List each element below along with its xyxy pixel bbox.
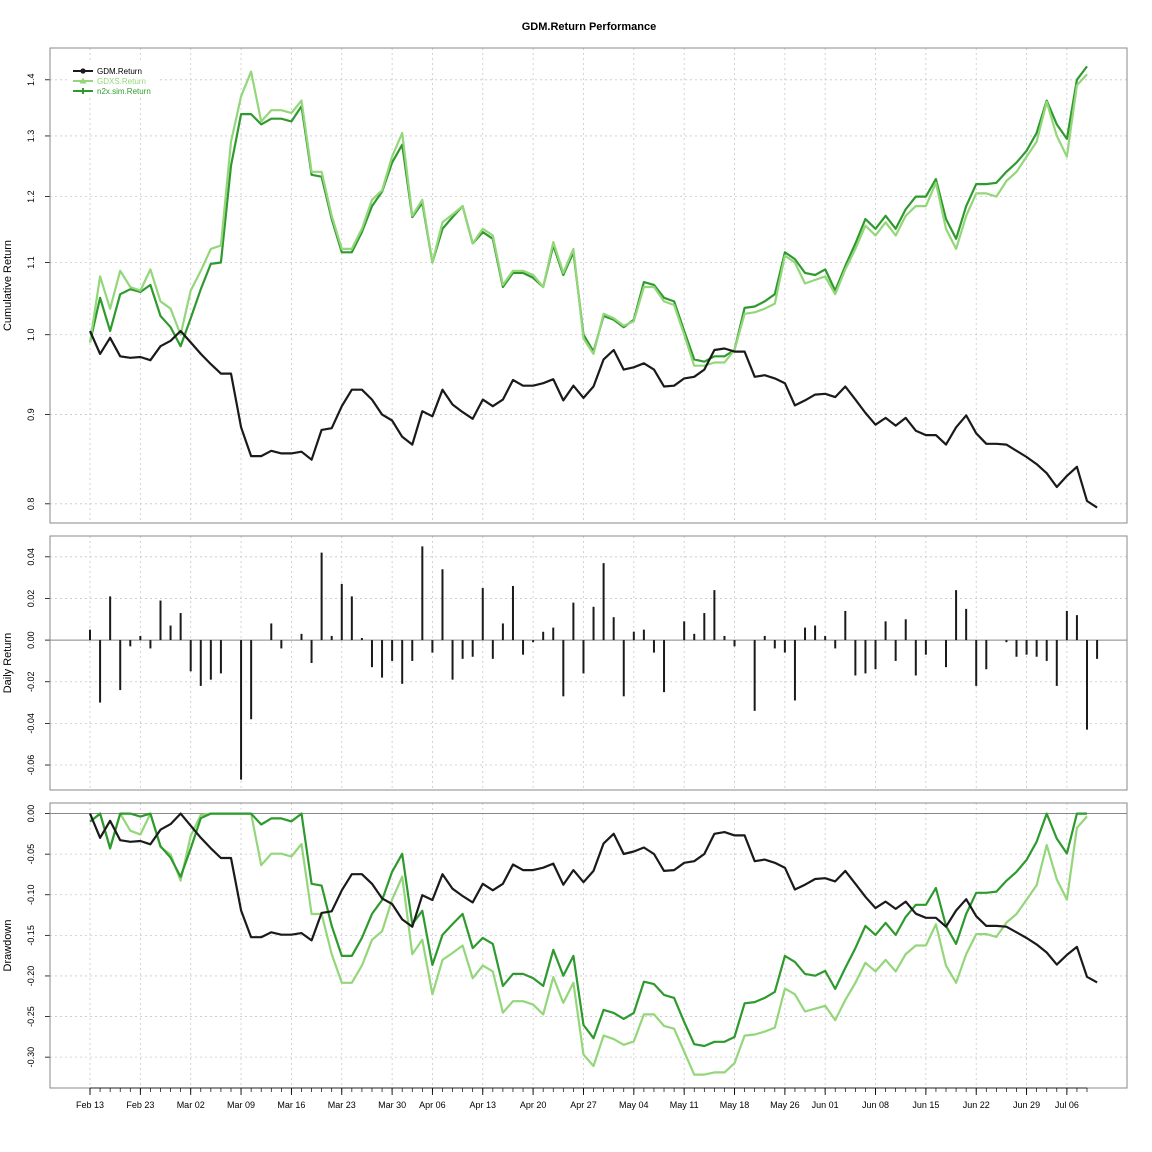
- y-tick-label: 0.8: [26, 498, 36, 511]
- y-tick-label: 1.0: [26, 328, 36, 341]
- y-tick-label: 0.04: [26, 548, 36, 566]
- y-tick-label: -0.06: [26, 755, 36, 776]
- legend-marker-triangle: [79, 77, 87, 84]
- drawdown-panel: 0.00 -0.05 -0.10 -0.15 -0.20 -0.25 -0.30 Drawdo…: [2, 802, 1128, 1089]
- x-tick-label: May 18: [720, 1100, 750, 1110]
- legend-label: GDXS.Return: [97, 77, 146, 86]
- y-tick-label: -0.04: [26, 713, 36, 734]
- y-axis-label: Drawdown: [2, 920, 14, 972]
- x-tick-label: Jun 29: [1013, 1100, 1040, 1110]
- x-tick-label: Apr 06: [419, 1100, 446, 1110]
- x-tick-label: Mar 09: [227, 1100, 255, 1110]
- panel-border: [49, 802, 1128, 1089]
- x-tick-label: May 26: [770, 1100, 800, 1110]
- x-tick-label: Apr 13: [469, 1100, 496, 1110]
- y-axis-label: Daily Return: [2, 633, 14, 694]
- drawdown-line-gdm-return: [88, 812, 1098, 984]
- y-tick-label: -0.25: [26, 1006, 36, 1027]
- legend-marker-plus: [80, 88, 86, 94]
- legend-marker-circle: [80, 68, 86, 74]
- x-tick-label: Mar 02: [177, 1100, 205, 1110]
- y-tick-label: -0.02: [26, 671, 36, 692]
- y-tick-label: -0.05: [26, 844, 36, 865]
- legend-label: n2x.sim.Return: [97, 87, 151, 96]
- y-tick-label: 1.3: [26, 130, 36, 143]
- x-tick-label: Apr 27: [570, 1100, 597, 1110]
- x-tick-label: Jun 01: [812, 1100, 839, 1110]
- y-tick-label: -0.20: [26, 966, 36, 987]
- x-tick-label: Jun 15: [912, 1100, 939, 1110]
- chart-title: GDM.Return Performance: [522, 21, 656, 33]
- y-tick-label: -0.15: [26, 925, 36, 946]
- y-tick-label: 0.00: [26, 631, 36, 649]
- daily-return-panel: 0.04 0.02 0.00 -0.02 -0.04 -0.06 Daily Return: [2, 535, 1128, 791]
- cumulative-return-panel: 0.8 0.9 1.0 1.1 1.2 1.3 1.4 Cumulative Return: [2, 47, 1128, 524]
- series-line-gdxs-return: [88, 70, 1088, 367]
- y-tick-label: 0.9: [26, 408, 36, 421]
- y-axis-label: Cumulative Return: [2, 240, 14, 331]
- x-tick-label: Mar 23: [328, 1100, 356, 1110]
- panel-border: [49, 47, 1128, 524]
- x-tick-label: Apr 20: [520, 1100, 547, 1110]
- legend-label: GDM.Return: [97, 67, 142, 76]
- drawdown-line-gdxs-return: [89, 812, 1088, 1076]
- y-tick-label: 0.02: [26, 590, 36, 608]
- x-tick-label: Jun 08: [862, 1100, 889, 1110]
- y-tick-label: 1.1: [26, 256, 36, 269]
- x-tick-label: Mar 30: [378, 1100, 406, 1110]
- x-tick-label: May 04: [619, 1100, 649, 1110]
- panel-border: [49, 535, 1128, 791]
- drawdown-line-n2x-sim-return: [89, 812, 1087, 1048]
- y-tick-label: -0.30: [26, 1047, 36, 1068]
- series-line-n2x-sim-return: [88, 65, 1088, 363]
- x-tick-label: Jul 06: [1055, 1100, 1079, 1110]
- x-tick-label: May 11: [670, 1100, 699, 1110]
- y-tick-label: -0.10: [26, 884, 36, 905]
- y-tick-label: 1.4: [26, 74, 36, 87]
- x-tick-label: Feb 23: [126, 1100, 154, 1110]
- series-line-gdm-return: [88, 329, 1098, 509]
- y-tick-label: 0.00: [26, 805, 36, 823]
- x-tick-label: Jun 22: [963, 1100, 990, 1110]
- y-tick-label: 1.2: [26, 190, 36, 203]
- x-axis: Feb 13 Feb 23 Mar 02 Mar 09 Mar 16 Mar 23 Mar …: [76, 1087, 1088, 1110]
- x-tick-label: Feb 13: [76, 1100, 104, 1110]
- x-tick-label: Mar 16: [277, 1100, 305, 1110]
